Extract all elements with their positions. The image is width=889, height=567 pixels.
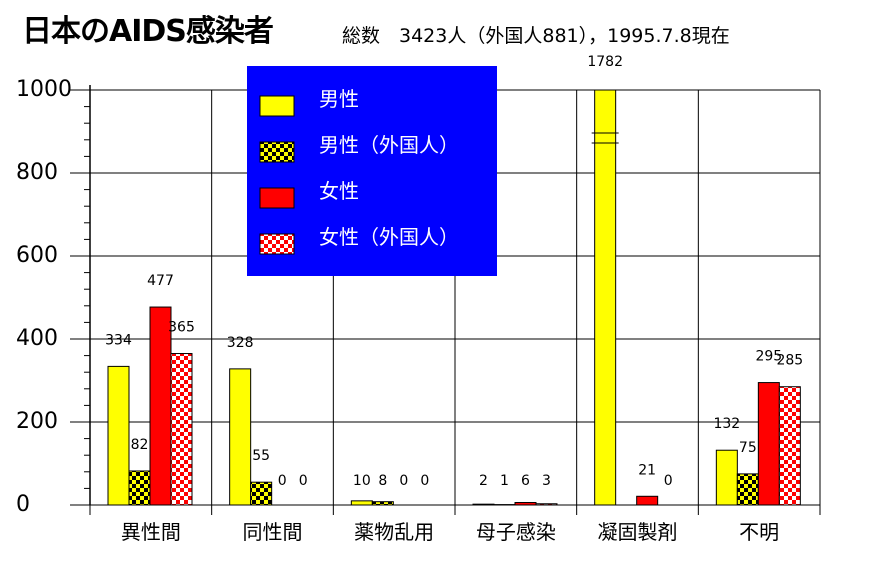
x-tick-label: 異性間	[121, 520, 181, 544]
data-label: 328	[227, 335, 254, 351]
data-label: 0	[299, 473, 308, 489]
y-tick-label: 800	[16, 160, 58, 185]
legend-swatch	[259, 233, 295, 255]
bar-3-1	[350, 500, 373, 506]
data-label: 1782	[587, 54, 623, 70]
data-label: 75	[739, 440, 757, 456]
bar-1-2	[128, 470, 151, 506]
bar-1-1	[107, 365, 130, 506]
bar-6-3	[757, 382, 780, 506]
data-label: 55	[252, 448, 270, 464]
legend-label: 女性（外国人）	[319, 225, 459, 249]
bars	[107, 89, 801, 506]
legend-swatch	[259, 141, 295, 163]
bar-3-2	[371, 501, 394, 506]
bar-4-3	[514, 502, 537, 506]
chart-subtitle: 総数 3423人（外国人881），1995.7.8現在	[342, 25, 730, 47]
legend-swatch	[259, 95, 295, 117]
x-tick-label: 同性間	[243, 520, 303, 544]
data-label: 0	[278, 473, 287, 489]
data-label: 82	[131, 437, 149, 453]
bar-5-1	[594, 89, 617, 506]
bar-6-2	[736, 473, 759, 506]
x-tick-label: 凝固製剤	[598, 520, 678, 544]
legend-label: 女性	[319, 179, 359, 203]
x-tick-label: 母子感染	[476, 520, 556, 544]
data-label: 285	[776, 353, 803, 369]
data-label: 21	[638, 462, 656, 478]
legend-swatch	[259, 187, 295, 209]
data-label: 334	[105, 332, 132, 348]
bar-1-4	[170, 353, 193, 506]
bar-6-4	[778, 386, 801, 506]
bar-4-1	[472, 503, 495, 506]
y-tick-label: 400	[16, 326, 58, 351]
legend-label: 男性	[319, 87, 359, 111]
legend-label: 男性（外国人）	[319, 133, 459, 157]
bar-2-1	[229, 368, 252, 506]
data-label: 6	[521, 473, 530, 489]
bar-4-4	[535, 503, 558, 506]
y-tick-label: 0	[16, 492, 30, 517]
y-tick-label: 1000	[16, 77, 72, 102]
data-label: 477	[147, 273, 174, 289]
x-tick-label: 不明	[739, 520, 779, 544]
bar-5-3	[636, 495, 659, 506]
y-tick-label: 200	[16, 409, 58, 434]
y-tick-label: 600	[16, 243, 58, 268]
data-label: 365	[168, 320, 195, 336]
bar-6-1	[715, 449, 738, 506]
data-label: 2	[479, 473, 488, 489]
data-label: 1	[500, 473, 509, 489]
data-label: 295	[755, 349, 782, 365]
bar-2-2	[250, 481, 273, 506]
bar-1-3	[149, 306, 172, 506]
data-label: 8	[378, 473, 387, 489]
data-label: 132	[713, 416, 740, 432]
x-tick-label: 薬物乱用	[354, 520, 434, 544]
data-label: 0	[399, 473, 408, 489]
data-label: 0	[420, 473, 429, 489]
data-label: 0	[664, 473, 673, 489]
chart-title: 日本のAIDS感染者	[22, 14, 274, 49]
data-label: 10	[353, 473, 371, 489]
data-label: 3	[542, 473, 551, 489]
